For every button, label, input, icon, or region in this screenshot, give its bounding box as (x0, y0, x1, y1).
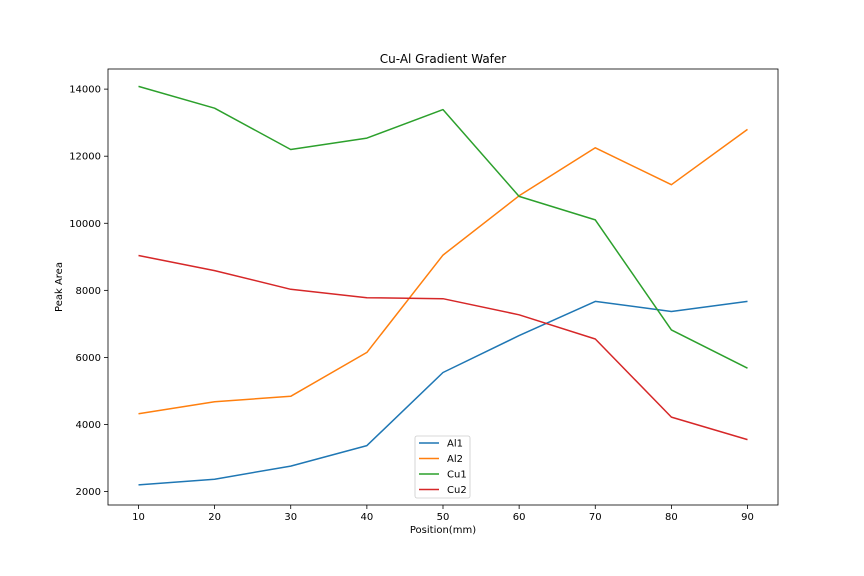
x-tick-label: 90 (741, 512, 754, 523)
x-tick-label: 80 (665, 512, 678, 523)
y-tick-label: 2000 (76, 487, 101, 498)
x-tick-label: 10 (132, 512, 145, 523)
y-tick-label: 4000 (76, 420, 101, 431)
legend-label-al2: Al2 (447, 454, 463, 465)
y-tick-label: 14000 (69, 85, 101, 96)
y-tick-label: 6000 (76, 353, 101, 364)
y-tick-label: 10000 (69, 219, 101, 230)
x-tick-label: 60 (513, 512, 526, 523)
legend-label-cu1: Cu1 (447, 470, 467, 481)
x-tick-label: 40 (360, 512, 373, 523)
series-line-al2 (138, 128, 748, 415)
legend-label-cu2: Cu2 (447, 485, 467, 496)
y-axis: 2000 4000 6000 8000 10000 12000 14000 (69, 85, 108, 498)
x-tick-label: 50 (437, 512, 450, 523)
legend-box (414, 435, 471, 499)
x-axis-label: Position(mm) (410, 525, 476, 536)
chart-title: Cu-Al Gradient Wafer (380, 52, 507, 66)
series-line-al1 (138, 300, 748, 486)
x-tick-label: 30 (284, 512, 297, 523)
series-line-cu1 (138, 85, 748, 369)
legend: Al1 Al2 Cu1 Cu2 (414, 435, 471, 499)
y-tick-label: 8000 (76, 286, 101, 297)
x-axis: 10 20 30 40 50 60 70 80 90 (132, 505, 754, 523)
series-lines (138, 85, 748, 486)
y-axis-label: Peak Area (54, 262, 65, 312)
x-tick-label: 70 (589, 512, 602, 523)
y-tick-label: 12000 (69, 152, 101, 163)
series-line-cu2 (138, 254, 748, 441)
legend-label-al1: Al1 (447, 439, 463, 450)
x-tick-label: 20 (208, 512, 221, 523)
